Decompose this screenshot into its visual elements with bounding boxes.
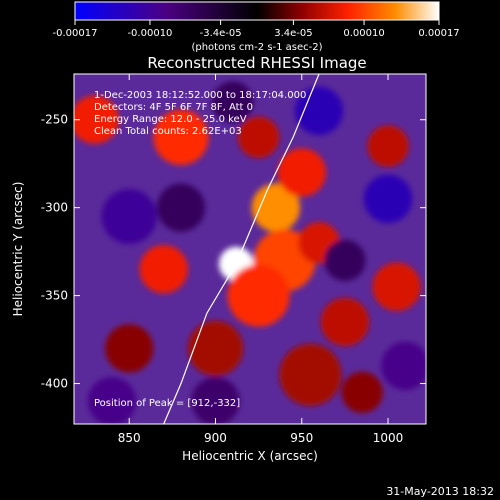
- heatmap-source: [153, 109, 209, 165]
- y-tick-label: -250: [41, 113, 68, 127]
- heatmap-source: [156, 183, 206, 232]
- heatmap-source: [324, 239, 366, 282]
- heatmap-source: [372, 262, 421, 311]
- annotation-line: 1-Dec-2003 18:12:52.000 to 18:17:04.000: [94, 90, 306, 101]
- y-tick-label: -300: [41, 201, 68, 215]
- annotation-line: Clean Total counts: 2.62E+03: [94, 126, 242, 137]
- x-tick-label: 950: [290, 431, 313, 445]
- heatmap-source: [187, 320, 244, 376]
- axis-ticks: [74, 74, 426, 424]
- heatmap-source: [251, 183, 301, 232]
- colorbar-tick-label: 3.4e-05: [274, 28, 312, 39]
- chart-title: Reconstructed RHESSI Image: [147, 54, 366, 72]
- heatmap-source: [191, 376, 240, 424]
- heatmap-source: [87, 376, 137, 424]
- colorbar: [74, 1, 440, 21]
- heatmap-source: [294, 86, 344, 136]
- heatmap-sources: [74, 81, 426, 424]
- x-tick-label: 850: [118, 431, 141, 445]
- heatmap-source: [341, 371, 383, 414]
- axis-tick-labels: 850 900 950 1000 -250 -300 -350 -400: [41, 113, 404, 445]
- colorbar-tick-label: 0.00017: [418, 28, 459, 39]
- x-tick-label: 900: [204, 431, 227, 445]
- colorbar-units: (photons cm-2 s-1 asec-2): [191, 42, 322, 53]
- peak-position-label: Position of Peak = [912,-332]: [94, 398, 240, 409]
- annotation-line: Energy Range: 12.0 - 25.0 keV: [94, 114, 247, 125]
- heatmap-source: [105, 324, 154, 373]
- heatmap-source: [277, 148, 326, 197]
- heatmap-source: [279, 343, 342, 406]
- x-axis-label: Heliocentric X (arcsec): [182, 449, 318, 463]
- heatmap-source: [212, 81, 254, 123]
- plot-frame: [73, 73, 427, 425]
- heatmap-source: [139, 245, 188, 294]
- heatmap-source: [101, 188, 157, 245]
- annotations: 1-Dec-2003 18:12:52.000 to 18:17:04.000D…: [94, 90, 306, 137]
- colorbar-tick-label: -3.4e-05: [200, 28, 242, 39]
- heatmap-source: [363, 174, 413, 224]
- colorbar-tick-label: -0.00017: [53, 28, 98, 39]
- annotation-line: Detectors: 4F 5F 6F 7F 8F, Att 0: [94, 102, 253, 113]
- colorbar-tick-label: -0.00010: [127, 28, 172, 39]
- colorbar-tick-label: 0.00010: [343, 28, 384, 39]
- colorbar-tick-labels: -0.00017 -0.00010 -3.4e-05 3.4e-05 0.00010 0.…: [53, 28, 460, 39]
- x-tick-label: 1000: [373, 431, 404, 445]
- heatmap-source: [237, 116, 280, 159]
- timestamp: 31-May-2013 18:32: [386, 485, 494, 498]
- solar-limb-line: [163, 74, 320, 424]
- heatmap-area: [74, 74, 426, 424]
- heatmap-source: [367, 125, 409, 167]
- y-axis-label: Heliocentric Y (arcsec): [11, 182, 25, 317]
- heatmap-source: [74, 95, 119, 144]
- y-tick-label: -350: [41, 289, 68, 303]
- heatmap-source: [227, 264, 290, 327]
- y-tick-label: -400: [41, 377, 68, 391]
- colorbar-ticks: [74, 20, 440, 25]
- heatmap-source: [320, 297, 370, 347]
- heatmap-source: [381, 341, 426, 391]
